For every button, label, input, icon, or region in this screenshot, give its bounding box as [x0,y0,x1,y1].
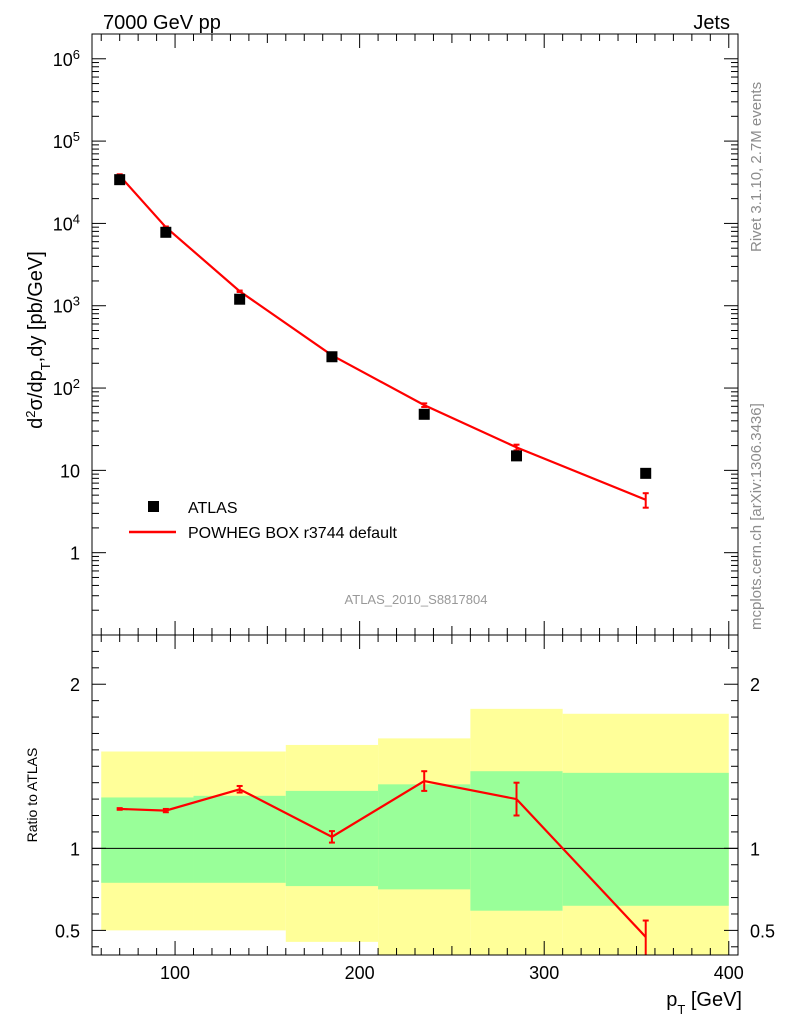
mcplots-label: mcplots.cern.ch [arXiv:1306.3436] [748,403,765,630]
ratio-lines [92,770,738,955]
legend-powheg-label: POWHEG BOX r3744 default [188,525,398,542]
atlas-point [160,226,172,238]
atlas-point [234,293,246,305]
y-tick-label: 102 [53,376,80,400]
x-tick-label: 200 [345,963,375,983]
band-green [193,795,286,883]
ratio-xlabel: pT [GeV] [666,989,742,1017]
header-left: 7000 GeV pp [103,12,221,34]
analysis-watermark: ATLAS_2010_S8817804 [345,592,488,607]
x-tick-label: 300 [529,963,559,983]
ratio-ylabel: Ratio to ATLAS [24,748,40,843]
ratio-y-tick-label: 0.5 [55,921,80,941]
legend: ATLAS POWHEG BOX r3744 default [129,500,398,542]
y-tick-label: 105 [53,129,80,153]
y-tick-label: 1 [70,544,80,564]
rivet-label: Rivet 3.1.10, 2.7M events [748,82,765,252]
ratio-y-tick-label: 2 [70,675,80,695]
ratio-y-tick-label-right: 1 [750,839,760,859]
ratio-bands [101,708,729,955]
band-green [562,772,729,906]
y-tick-label: 104 [53,211,80,235]
atlas-point [114,174,126,186]
band-green [101,797,194,883]
band-green [378,784,471,890]
main-frame [91,33,739,636]
y-tick-label: 103 [53,293,80,317]
header-right: Jets [693,12,730,34]
atlas-point [640,467,652,479]
atlas-point [511,450,523,462]
y-tick-label: 106 [53,46,80,70]
ratio-y-tick-label-right: 2 [750,675,760,695]
powheg-line [118,174,647,501]
ratio-y-tick-label-right: 0.5 [750,921,775,941]
y-tick-label: 10 [60,461,80,481]
main-data [114,173,652,509]
legend-atlas-marker [148,501,159,512]
legend-atlas-label: ATLAS [188,500,238,517]
x-tick-label: 400 [714,963,744,983]
atlas-point [418,408,430,420]
ratio-y-tick-label: 1 [70,839,80,859]
atlas-point [326,351,338,363]
main-ylabel: d2σ/dpT,dy [pb/GeV] [23,251,53,429]
x-tick-label: 100 [160,963,190,983]
